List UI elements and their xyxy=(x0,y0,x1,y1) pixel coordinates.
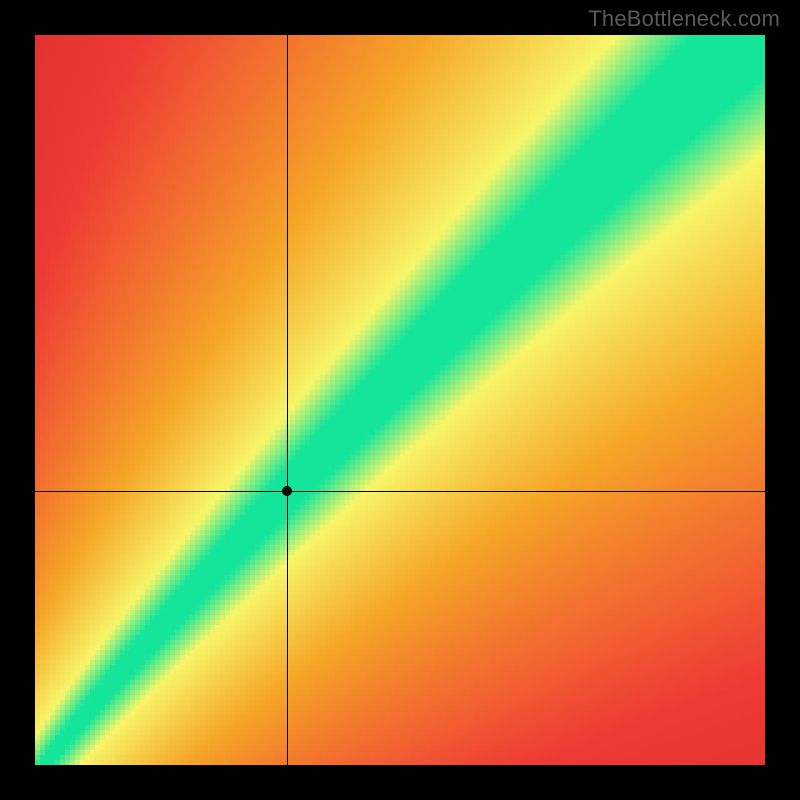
watermark-text: TheBottleneck.com xyxy=(588,6,780,32)
crosshair-horizontal xyxy=(35,491,765,492)
plot-area xyxy=(35,35,765,765)
crosshair-vertical xyxy=(287,35,288,765)
heatmap-canvas xyxy=(35,35,765,765)
marker-dot xyxy=(282,486,292,496)
